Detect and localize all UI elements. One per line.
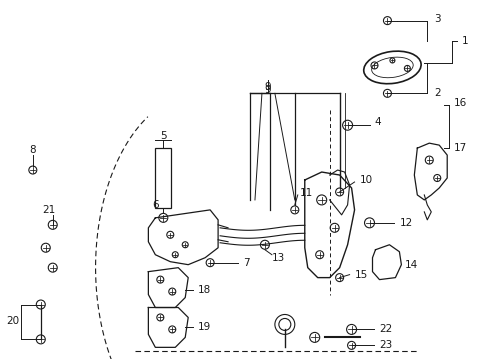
Text: 22: 22	[379, 324, 392, 334]
Text: 9: 9	[264, 85, 271, 95]
Text: 12: 12	[399, 218, 412, 228]
Text: 17: 17	[453, 143, 467, 153]
Text: 15: 15	[354, 270, 367, 280]
Text: 11: 11	[299, 188, 312, 198]
Text: 5: 5	[160, 131, 166, 141]
Text: 23: 23	[379, 340, 392, 350]
Bar	[155, 148, 171, 208]
Text: 14: 14	[404, 260, 417, 270]
Polygon shape	[148, 268, 188, 307]
Text: 10: 10	[359, 175, 372, 185]
Polygon shape	[148, 307, 188, 347]
Text: 7: 7	[243, 258, 249, 268]
Text: 6: 6	[152, 200, 158, 210]
Text: 8: 8	[29, 145, 36, 155]
Polygon shape	[372, 245, 401, 280]
Polygon shape	[304, 172, 354, 278]
Text: 3: 3	[433, 14, 440, 24]
Text: 21: 21	[42, 205, 55, 215]
Text: 13: 13	[271, 253, 285, 263]
Text: 18: 18	[198, 284, 211, 294]
Text: 9: 9	[264, 82, 271, 93]
Text: 16: 16	[453, 98, 467, 108]
Text: 19: 19	[198, 323, 211, 332]
Text: 2: 2	[433, 88, 440, 98]
Text: 4: 4	[374, 117, 380, 127]
Text: 1: 1	[461, 36, 468, 46]
Polygon shape	[148, 210, 218, 265]
Text: 20: 20	[6, 316, 20, 327]
